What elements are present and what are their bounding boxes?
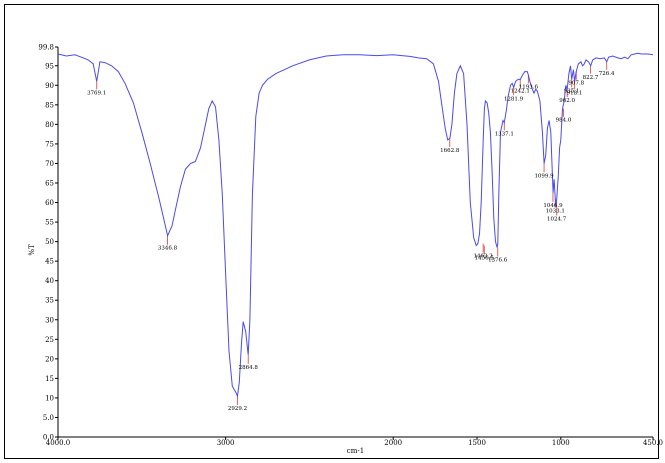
peak-label: 1456.5 xyxy=(475,256,495,262)
x-tick-label: 2000 xyxy=(384,439,402,447)
y-ticks: 99.8 95 90 85 80 75 70 65 60 55 50 45 40 35 30 25 20 15 10… xyxy=(38,44,58,442)
peak-label: 1281.9 xyxy=(504,96,524,102)
peak-label: 726.4 xyxy=(599,71,615,77)
peak-label: 918.1 xyxy=(567,90,583,96)
x-tick-label: 1000 xyxy=(552,439,570,447)
y-tick-label: 45 xyxy=(45,258,54,266)
y-tick-label: 60 xyxy=(45,199,54,207)
peak-label: 907.8 xyxy=(568,81,584,87)
peak-label: 1463.2 xyxy=(474,254,493,260)
y-tick-label: 80 xyxy=(45,121,54,129)
y-tick-label: 70 xyxy=(45,160,54,168)
y-tick-label: 0.0 xyxy=(43,434,54,442)
peak-label: 1024.7 xyxy=(547,216,567,222)
y-tick-label: 85 xyxy=(45,101,54,109)
peak-label: 822.7 xyxy=(583,75,599,81)
peak-label: 2864.8 xyxy=(239,365,259,371)
axes xyxy=(57,47,653,438)
peak-label: 962.0 xyxy=(559,98,575,104)
peak-label: 1242.1 xyxy=(511,88,530,94)
peak-label: 3769.1 xyxy=(87,90,106,96)
y-tick-label: 55 xyxy=(45,219,54,227)
peak-label: 1033.1 xyxy=(546,209,565,215)
y-tick-label: 50 xyxy=(45,238,54,246)
peak-markers xyxy=(96,61,608,405)
y-tick-label: 99.8 xyxy=(38,44,54,52)
y-tick-label: 95 xyxy=(45,62,54,70)
peak-label: 1662.8 xyxy=(440,148,460,154)
peak-label: 3346.8 xyxy=(158,246,178,252)
y-tick-label: 25 xyxy=(45,336,54,344)
peak-label: 1376.6 xyxy=(488,257,508,263)
y-tick-label: 5.0 xyxy=(43,414,54,422)
x-tick-label: 450.0 xyxy=(643,439,663,447)
y-tick-label: 10 xyxy=(45,394,54,402)
x-tick-label: 3000 xyxy=(217,439,235,447)
peak-label: 984.0 xyxy=(556,118,572,124)
y-tick-label: 40 xyxy=(45,277,54,285)
peak-label: 1337.1 xyxy=(495,131,514,137)
x-axis-title: cm-1 xyxy=(347,447,364,455)
peak-label: 1046.9 xyxy=(543,203,563,209)
peak-label: 2929.2 xyxy=(228,406,247,412)
chart-frame xyxy=(4,4,659,459)
y-tick-label: 65 xyxy=(45,179,54,187)
y-tick-label: 90 xyxy=(45,82,54,90)
y-tick-label: 35 xyxy=(45,297,54,305)
peak-label: 935.1 xyxy=(564,88,580,94)
x-ticks: 4000.0 3000 2000 1500 1000 450.0 xyxy=(46,437,663,447)
y-tick-label: 20 xyxy=(45,355,54,363)
y-tick-label: 15 xyxy=(45,375,54,383)
x-tick-label: 4000.0 xyxy=(46,439,71,447)
y-axis-title: %T xyxy=(28,244,36,256)
y-tick-label: 75 xyxy=(45,140,54,148)
peak-label: 1193.6 xyxy=(519,85,539,91)
x-tick-label: 1500 xyxy=(468,439,486,447)
peak-labels: 3769.1 3346.8 2929.2 2864.8 1662.8 1463.21456… xyxy=(87,71,615,412)
peak-label: 1099.9 xyxy=(534,173,554,179)
spectrum-line xyxy=(57,52,654,398)
y-tick-label: 30 xyxy=(45,316,54,324)
